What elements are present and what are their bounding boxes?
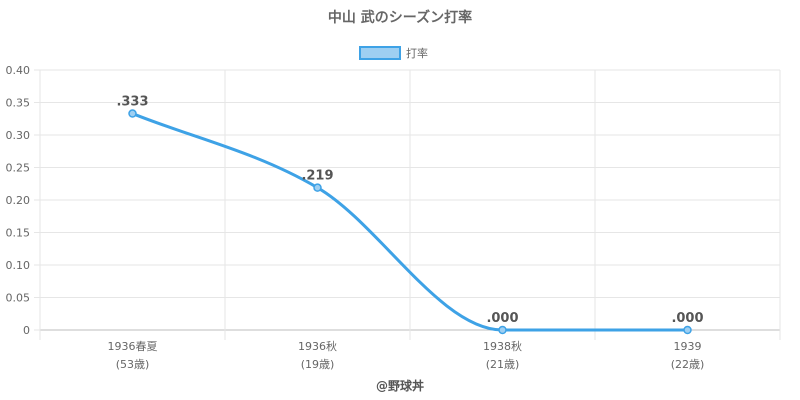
x-tick-sublabel: (21歳) (486, 358, 520, 371)
y-tick-label: 0.20 (6, 194, 31, 207)
x-tick-sublabel: (19歳) (301, 358, 335, 371)
data-label: .000 (671, 311, 703, 326)
x-tick-sublabel: (53歳) (116, 358, 150, 371)
y-tick-label: 0.10 (6, 259, 31, 272)
axes: 0 0.05 0.10 0.15 0.20 0.25 0.30 0.35 0.40 1936春夏 (… (6, 64, 705, 371)
series-layer (128, 109, 692, 335)
y-tick-label: 0 (23, 324, 30, 337)
y-tick-label: 0.40 (6, 64, 31, 77)
y-tick-label: 0.05 (6, 292, 31, 305)
x-tick-label: 1936秋 (298, 339, 337, 353)
x-tick-label: 1938秋 (483, 339, 522, 353)
y-tick-label: 0.30 (6, 129, 31, 142)
series-line (131, 112, 688, 332)
x-tick-label: 1936春夏 (108, 340, 158, 353)
y-tick-label: 0.25 (6, 162, 31, 175)
x-tick-label: 1939 (674, 340, 702, 353)
data-label: .219 (301, 169, 333, 184)
data-point (683, 325, 692, 335)
legend-swatch (359, 46, 401, 60)
grid (34, 69, 781, 340)
data-label: .000 (486, 311, 518, 326)
legend[interactable]: 打率 (359, 46, 428, 60)
legend-label: 打率 (406, 46, 428, 60)
data-label: .333 (116, 95, 148, 110)
data-point (313, 183, 322, 192)
data-point (498, 325, 507, 335)
y-tick-label: 0.35 (6, 97, 31, 110)
credit-text: @野球丼 (376, 378, 424, 393)
y-tick-label: 0.15 (6, 227, 31, 240)
x-tick-sublabel: (22歳) (671, 358, 705, 371)
chart-title: 中山 武のシーズン打率 (328, 9, 472, 26)
data-labels: .333 .219 .000 .000 (116, 95, 703, 326)
data-point (128, 109, 137, 118)
